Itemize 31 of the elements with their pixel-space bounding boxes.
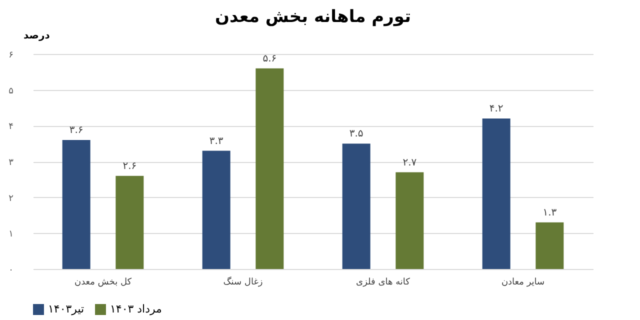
bar xyxy=(396,172,424,269)
data-label: ۳.۶ xyxy=(69,125,84,136)
y-tick-label: ۶ xyxy=(8,50,14,60)
x-tick-label: سایر معادن xyxy=(501,278,545,288)
y-tick-label: ۳ xyxy=(8,158,14,168)
data-label: ۴.۲ xyxy=(489,104,504,114)
legend-label: تیر۱۴۰۳ xyxy=(48,302,84,316)
bar xyxy=(202,150,230,269)
bar xyxy=(536,222,564,269)
x-tick-label: زغال سنگ xyxy=(223,276,263,288)
data-label: ۱.۳ xyxy=(542,207,558,218)
data-label: ۳.۵ xyxy=(349,128,364,140)
bar xyxy=(256,68,284,269)
bar xyxy=(62,140,90,269)
chart-title: تورم ماهانه بخش معدن xyxy=(215,7,411,27)
data-label: ۲.۷ xyxy=(402,157,418,168)
y-tick-label: ۵ xyxy=(8,86,14,96)
x-tick-label: کانه های فلزی xyxy=(356,278,411,288)
data-label: ۲.۶ xyxy=(122,160,137,172)
y-axis-title: درصد xyxy=(24,30,50,42)
y-tick-label: ۴ xyxy=(8,122,14,132)
bar xyxy=(342,144,370,269)
bar xyxy=(116,176,144,269)
bar xyxy=(482,118,510,269)
data-label: ۳.۳ xyxy=(209,136,224,147)
y-tick-label: ۲ xyxy=(8,194,14,204)
y-tick-label: ۱ xyxy=(8,230,14,240)
data-label: ۵.۶ xyxy=(262,53,277,64)
x-tick-label: کل بخش معدن xyxy=(74,278,132,288)
y-tick-label: ۰ xyxy=(8,266,14,276)
legend-label: مرداد ۱۴۰۳ xyxy=(110,302,162,316)
